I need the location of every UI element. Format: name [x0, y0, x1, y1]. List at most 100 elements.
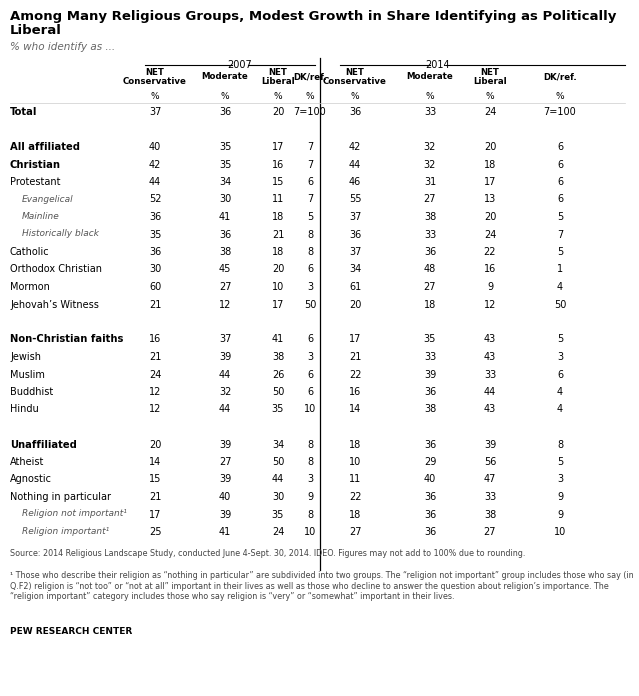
Text: DK/ref.: DK/ref. — [543, 72, 577, 81]
Text: 18: 18 — [272, 247, 284, 257]
Text: 50: 50 — [272, 457, 284, 467]
Text: 32: 32 — [424, 142, 436, 152]
Text: 17: 17 — [149, 509, 161, 519]
Text: %: % — [273, 92, 282, 101]
Text: 36: 36 — [424, 247, 436, 257]
Text: 7: 7 — [307, 159, 313, 170]
Text: 37: 37 — [349, 247, 361, 257]
Text: ¹ Those who describe their religion as “nothing in particular” are subdivided in: ¹ Those who describe their religion as “… — [10, 571, 634, 601]
Text: 24: 24 — [484, 230, 497, 239]
Text: 36: 36 — [424, 527, 436, 537]
Text: 38: 38 — [219, 247, 231, 257]
Text: 33: 33 — [484, 370, 496, 379]
Text: 38: 38 — [424, 404, 436, 415]
Text: %: % — [556, 92, 564, 101]
Text: 3: 3 — [307, 282, 313, 292]
Text: %: % — [151, 92, 159, 101]
Text: 41: 41 — [272, 335, 284, 345]
Text: 21: 21 — [272, 230, 284, 239]
Text: 8: 8 — [557, 439, 563, 450]
Text: 38: 38 — [484, 509, 496, 519]
Text: 24: 24 — [149, 370, 161, 379]
Text: 12: 12 — [149, 387, 161, 397]
Text: Mormon: Mormon — [10, 282, 50, 292]
Text: 27: 27 — [484, 527, 497, 537]
Text: Christian: Christian — [10, 159, 61, 170]
Text: 6: 6 — [307, 335, 313, 345]
Text: 6: 6 — [557, 194, 563, 205]
Text: 33: 33 — [484, 492, 496, 502]
Text: 11: 11 — [349, 475, 361, 484]
Text: 21: 21 — [149, 492, 161, 502]
Text: 44: 44 — [349, 159, 361, 170]
Text: 36: 36 — [349, 230, 361, 239]
Text: 16: 16 — [149, 335, 161, 345]
Text: 50: 50 — [272, 387, 284, 397]
Text: 9: 9 — [307, 492, 313, 502]
Text: 44: 44 — [484, 387, 496, 397]
Text: 6: 6 — [557, 142, 563, 152]
Text: Religion important¹: Religion important¹ — [22, 527, 109, 536]
Text: 7=100: 7=100 — [294, 107, 327, 117]
Text: 9: 9 — [557, 509, 563, 519]
Text: 6: 6 — [557, 370, 563, 379]
Text: 30: 30 — [219, 194, 231, 205]
Text: 6: 6 — [557, 177, 563, 187]
Text: Total: Total — [10, 107, 37, 117]
Text: Non-Christian faiths: Non-Christian faiths — [10, 335, 123, 345]
Text: 18: 18 — [424, 299, 436, 310]
Text: 39: 39 — [219, 439, 231, 450]
Text: 41: 41 — [219, 212, 231, 222]
Text: 7: 7 — [307, 194, 313, 205]
Text: 35: 35 — [149, 230, 161, 239]
Text: 13: 13 — [484, 194, 496, 205]
Text: 8: 8 — [307, 230, 313, 239]
Text: Source: 2014 Religious Landscape Study, conducted June 4-Sept. 30, 2014. IDEO. F: Source: 2014 Religious Landscape Study, … — [10, 550, 525, 558]
Text: 44: 44 — [219, 404, 231, 415]
Text: 35: 35 — [424, 335, 436, 345]
Text: 22: 22 — [484, 247, 497, 257]
Text: 34: 34 — [272, 439, 284, 450]
Text: 32: 32 — [219, 387, 231, 397]
Text: 44: 44 — [149, 177, 161, 187]
Text: 5: 5 — [307, 212, 313, 222]
Text: Historically black: Historically black — [22, 230, 99, 239]
Text: %: % — [220, 92, 229, 101]
Text: 36: 36 — [424, 387, 436, 397]
Text: %: % — [486, 92, 495, 101]
Text: 18: 18 — [272, 212, 284, 222]
Text: 20: 20 — [149, 439, 161, 450]
Text: Catholic: Catholic — [10, 247, 50, 257]
Text: 40: 40 — [424, 475, 436, 484]
Text: 40: 40 — [219, 492, 231, 502]
Text: 25: 25 — [149, 527, 161, 537]
Text: % who identify as ...: % who identify as ... — [10, 42, 115, 52]
Text: 22: 22 — [349, 370, 361, 379]
Text: 8: 8 — [307, 247, 313, 257]
Text: 17: 17 — [484, 177, 497, 187]
Text: 5: 5 — [557, 335, 563, 345]
Text: 21: 21 — [149, 352, 161, 362]
Text: 17: 17 — [272, 299, 284, 310]
Text: 12: 12 — [219, 299, 231, 310]
Text: NET: NET — [268, 68, 288, 77]
Text: 10: 10 — [554, 527, 566, 537]
Text: 43: 43 — [484, 404, 496, 415]
Text: 39: 39 — [219, 475, 231, 484]
Text: 36: 36 — [149, 247, 161, 257]
Text: 33: 33 — [424, 107, 436, 117]
Text: 38: 38 — [424, 212, 436, 222]
Text: Unaffiliated: Unaffiliated — [10, 439, 77, 450]
Text: 7: 7 — [307, 142, 313, 152]
Text: Conservative: Conservative — [123, 77, 187, 86]
Text: 37: 37 — [149, 107, 161, 117]
Text: 6: 6 — [307, 177, 313, 187]
Text: 24: 24 — [484, 107, 497, 117]
Text: 44: 44 — [272, 475, 284, 484]
Text: 17: 17 — [272, 142, 284, 152]
Text: 37: 37 — [349, 212, 361, 222]
Text: 10: 10 — [304, 404, 316, 415]
Text: 43: 43 — [484, 335, 496, 345]
Text: Mainline: Mainline — [22, 212, 60, 221]
Text: Buddhist: Buddhist — [10, 387, 53, 397]
